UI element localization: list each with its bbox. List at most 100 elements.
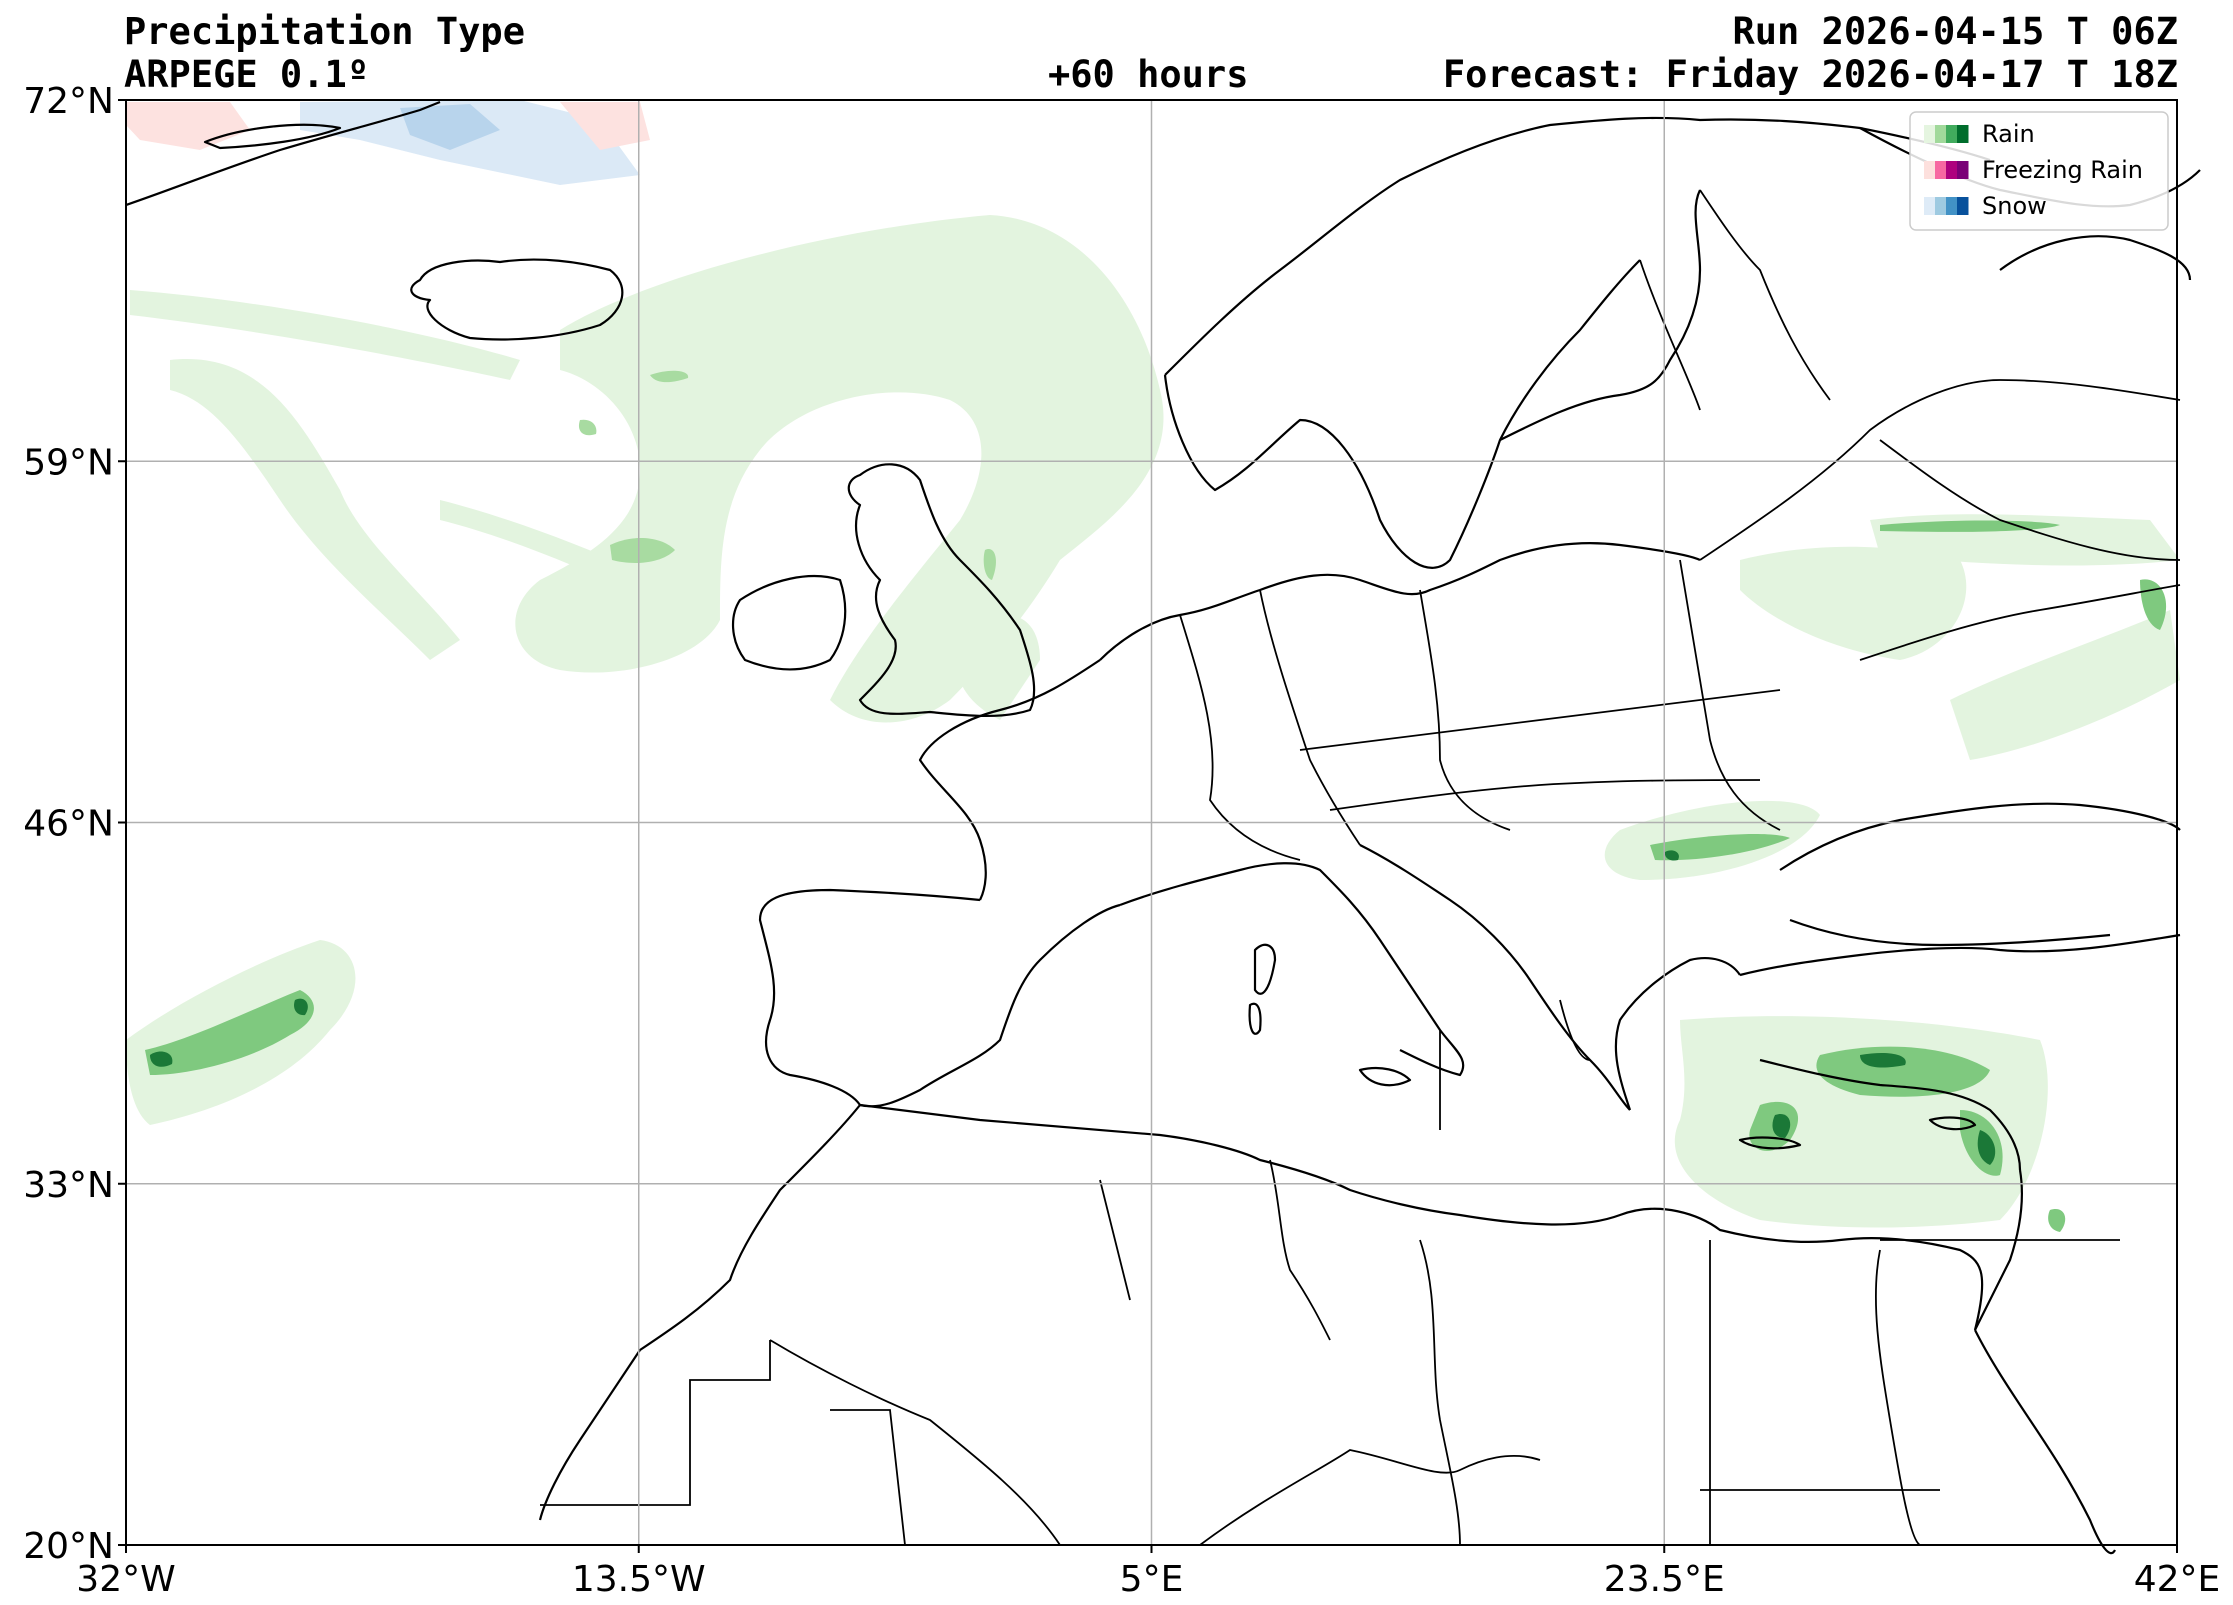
lat-tick-label: 46°N bbox=[23, 804, 114, 845]
med-north-coast bbox=[1119, 862, 1465, 1077]
rain-core bbox=[2140, 579, 2167, 630]
great-britain-coast bbox=[847, 463, 1036, 718]
precipitation-layer bbox=[126, 100, 2180, 1232]
model-label: ARPEGE 0.1º bbox=[124, 53, 370, 96]
border-line bbox=[1099, 1179, 1131, 1301]
lon-tick-label: 42°E bbox=[2134, 1559, 2221, 1600]
islands-mediterranean bbox=[1248, 943, 1977, 1150]
legend-label: Snow bbox=[1982, 192, 2047, 220]
rain-area bbox=[1674, 1016, 2048, 1228]
rain-band bbox=[956, 615, 1040, 720]
rain-core bbox=[650, 370, 689, 383]
rain-core bbox=[1880, 520, 2060, 532]
map-title: Precipitation Type bbox=[124, 10, 525, 53]
border-line bbox=[1874, 1249, 1921, 1546]
border-line bbox=[1699, 189, 1831, 401]
legend-swatch bbox=[1924, 197, 1936, 215]
rain-core bbox=[1664, 850, 1679, 861]
graticule bbox=[125, 99, 2178, 1546]
rain-area bbox=[1950, 610, 2180, 760]
latitude-ticks: 72°N 59°N 46°N 33°N 20°N bbox=[23, 81, 126, 1567]
border-line bbox=[540, 1340, 771, 1506]
legend-swatch bbox=[1957, 197, 1969, 215]
border-line bbox=[1559, 999, 1591, 1061]
greenland-coast bbox=[125, 100, 441, 207]
country-borders bbox=[540, 189, 2181, 1546]
turkey-coast bbox=[1739, 933, 2181, 977]
border-line bbox=[1879, 439, 2181, 561]
black-sea-south-coast bbox=[1789, 918, 2111, 947]
red-sea-coast bbox=[1974, 1329, 2116, 1555]
border-line bbox=[1859, 584, 2181, 661]
border-line bbox=[1699, 379, 2181, 561]
rain-core bbox=[1977, 1130, 1996, 1165]
scandinavia-coast bbox=[1163, 259, 1641, 569]
coastlines bbox=[125, 100, 2201, 1555]
lead-time-label: +60 hours bbox=[1048, 53, 1249, 96]
border-line bbox=[1259, 589, 1361, 846]
rain-core bbox=[610, 538, 675, 563]
legend-box bbox=[1909, 111, 2169, 231]
border-line bbox=[1419, 1239, 1461, 1546]
rain-core bbox=[150, 1051, 173, 1067]
norway-coast bbox=[1164, 116, 1991, 376]
border-line bbox=[1199, 1449, 1541, 1546]
lat-tick-label: 72°N bbox=[23, 81, 114, 122]
snow-core bbox=[400, 104, 500, 150]
legend-swatch bbox=[1935, 197, 1947, 215]
legend-label: Rain bbox=[1982, 120, 2035, 148]
freezing-rain-area bbox=[126, 102, 250, 150]
adriatic-coast bbox=[1359, 844, 1631, 1111]
rain-band bbox=[170, 359, 460, 660]
ireland-coast bbox=[731, 574, 847, 671]
border-line bbox=[769, 1339, 1061, 1546]
white-sea-coast bbox=[1999, 235, 2192, 281]
turkey-south-coast bbox=[1759, 1058, 2022, 1171]
rain-core bbox=[2048, 1209, 2066, 1232]
border-line bbox=[1329, 779, 1761, 811]
rain-core bbox=[294, 998, 308, 1016]
rain-core bbox=[145, 990, 314, 1075]
north-africa-coast bbox=[859, 1103, 1984, 1331]
legend-swatch bbox=[1946, 197, 1958, 215]
legend-swatch bbox=[1946, 161, 1958, 179]
run-label: Run 2026-04-15 T 06Z bbox=[1732, 10, 2178, 53]
legend-swatch bbox=[1935, 125, 1947, 143]
rain-area bbox=[515, 215, 1164, 723]
freezing-rain-patch bbox=[560, 102, 650, 150]
lon-tick-label: 5°E bbox=[1120, 1559, 1184, 1600]
legend-swatch bbox=[1946, 125, 1958, 143]
rain-core bbox=[1860, 1053, 1906, 1068]
finland-coast bbox=[1499, 189, 1702, 441]
legend-swatch bbox=[1924, 161, 1936, 179]
svalbard-coast bbox=[203, 123, 342, 150]
lon-tick-label: 23.5°E bbox=[1604, 1559, 1725, 1600]
iceland-coast bbox=[410, 258, 624, 341]
levant-coast bbox=[1974, 1169, 2024, 1331]
lat-tick-label: 33°N bbox=[23, 1165, 114, 1206]
greece-coast bbox=[1614, 957, 1741, 1111]
lon-tick-label: 32°W bbox=[76, 1559, 175, 1600]
rain-core bbox=[1816, 1046, 1990, 1097]
rain-area bbox=[1740, 546, 1967, 660]
lon-tick-label: 13.5°W bbox=[572, 1559, 706, 1600]
rain-core bbox=[1772, 1114, 1791, 1138]
border-line bbox=[1639, 259, 1701, 411]
longitude-ticks: 32°W 13.5°W 5°E 23.5°E 42°E bbox=[76, 1545, 2220, 1600]
rain-core bbox=[578, 419, 597, 436]
legend-swatch bbox=[1957, 161, 1969, 179]
border-line bbox=[1179, 614, 1301, 861]
border-line bbox=[830, 1409, 906, 1546]
europe-atlantic-coast bbox=[1099, 542, 1701, 661]
rain-core bbox=[983, 549, 996, 580]
border-line bbox=[1419, 589, 1511, 831]
legend: Rain Freezing Rain Snow bbox=[1909, 111, 2169, 231]
border-line bbox=[1299, 689, 1781, 751]
rain-core bbox=[1650, 834, 1790, 861]
forecast-label: Forecast: Friday 2026-04-17 T 18Z bbox=[1442, 53, 2178, 96]
border-line bbox=[1269, 1159, 1331, 1341]
legend-swatch bbox=[1935, 161, 1947, 179]
rain-band bbox=[130, 290, 520, 380]
lat-tick-label: 20°N bbox=[23, 1526, 114, 1567]
